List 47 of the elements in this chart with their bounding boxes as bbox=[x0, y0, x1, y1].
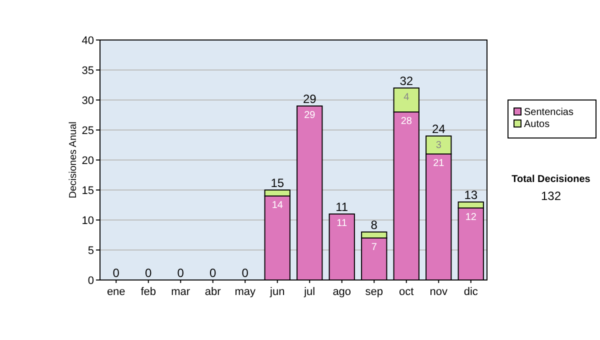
x-tick-label: ago bbox=[332, 286, 352, 298]
total-label: 0 bbox=[112, 266, 120, 280]
data-label: 7 bbox=[371, 242, 378, 253]
total-label: 8 bbox=[370, 218, 378, 232]
y-tick-label: 35 bbox=[82, 65, 94, 77]
x-tick-label: oct bbox=[399, 286, 414, 298]
total-label: 24 bbox=[432, 122, 446, 136]
x-tick-label: sep bbox=[365, 286, 383, 298]
x-tick-label: abr bbox=[204, 286, 222, 298]
total-label: 11 bbox=[336, 200, 348, 214]
total-label: 0 bbox=[210, 266, 217, 280]
data-label: 14 bbox=[272, 200, 284, 211]
x-tick-label: may bbox=[234, 286, 256, 298]
y-tick-label: 40 bbox=[82, 35, 94, 47]
data-label: 3 bbox=[436, 140, 442, 151]
y-tick-label: 10 bbox=[82, 215, 94, 227]
legend-label: Sentencias bbox=[524, 107, 574, 118]
total-label: 0 bbox=[177, 266, 184, 280]
total-label: 29 bbox=[302, 92, 317, 106]
y-tick-label: 15 bbox=[82, 185, 94, 197]
y-axis-title: Decisiones Anual bbox=[68, 122, 79, 198]
x-tick-label: ene bbox=[106, 286, 126, 298]
total-label: 0 bbox=[242, 266, 249, 280]
data-label: 29 bbox=[304, 110, 316, 121]
y-tick-label: 0 bbox=[88, 275, 94, 287]
x-tick-label: mar bbox=[171, 286, 190, 298]
data-label: 28 bbox=[400, 116, 412, 127]
text: Total Decisiones bbox=[512, 174, 591, 185]
total-label: 0 bbox=[145, 266, 152, 280]
y-tick-label: 20 bbox=[82, 155, 94, 167]
data-label: 11 bbox=[336, 218, 348, 229]
total-label: 32 bbox=[400, 74, 414, 88]
x-tick-label: jul bbox=[303, 286, 316, 298]
text: 132 bbox=[540, 189, 562, 203]
y-tick-label: 30 bbox=[82, 95, 94, 107]
data-label: 21 bbox=[433, 158, 445, 169]
x-tick-label: nov bbox=[430, 286, 448, 298]
y-tick-label: 5 bbox=[88, 245, 94, 257]
total-label: 13 bbox=[464, 188, 478, 202]
legend-label: Autos bbox=[524, 119, 550, 130]
data-label: 12 bbox=[465, 212, 477, 223]
x-tick-label: dic bbox=[464, 286, 478, 298]
x-tick-label: jun bbox=[269, 286, 285, 298]
total-label: 15 bbox=[270, 176, 284, 190]
data-label: 4 bbox=[404, 92, 410, 103]
x-tick-label: feb bbox=[140, 286, 156, 298]
y-tick-label: 25 bbox=[82, 125, 94, 137]
